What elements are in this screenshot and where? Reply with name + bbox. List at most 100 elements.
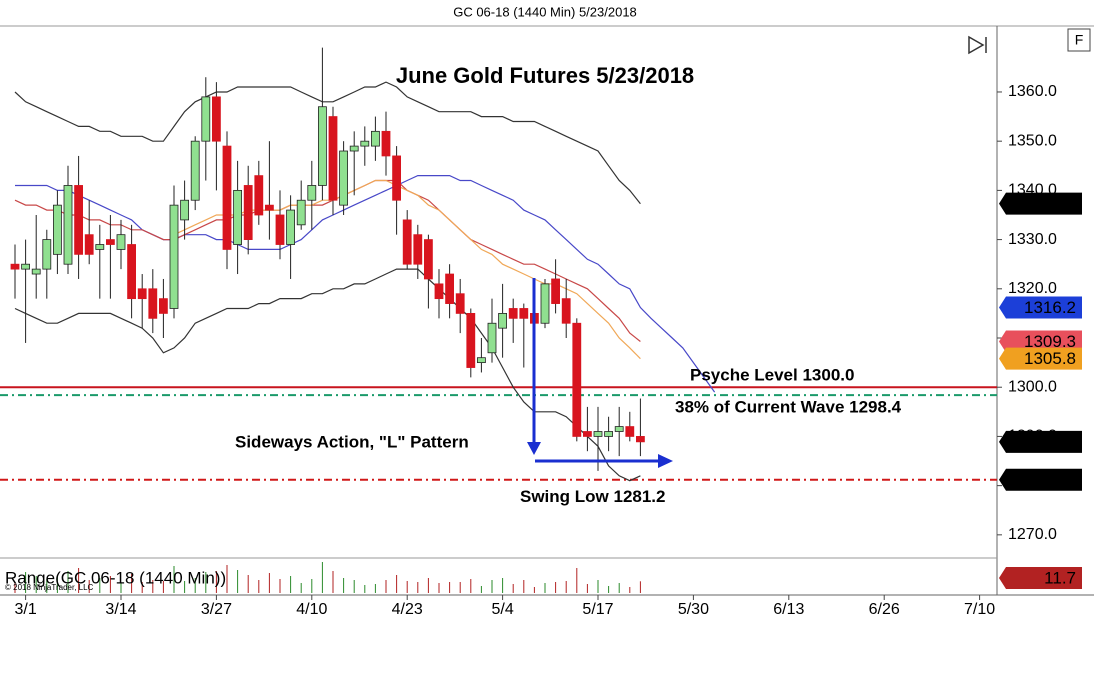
overlay-line <box>15 175 716 393</box>
candle-body <box>593 431 603 437</box>
x-tick-label: 3/14 <box>105 601 136 618</box>
candle-body <box>476 357 486 364</box>
x-tick-label: 6/13 <box>773 601 804 618</box>
overlay-line <box>14 268 641 482</box>
y-tick-label: 1270.0 <box>1008 526 1057 543</box>
candle-body <box>10 263 20 270</box>
price-tag <box>999 468 1082 491</box>
window-title: GC 06-18 (1440 Min) 5/23/2018 <box>453 4 637 19</box>
candle-body <box>84 234 94 255</box>
y-tick-label: 1320.0 <box>1008 280 1057 297</box>
candle-body <box>21 263 31 270</box>
overlay-line <box>14 179 641 342</box>
candle-body <box>551 278 560 304</box>
candle-body <box>222 145 232 250</box>
price-tag <box>999 430 1082 453</box>
x-tick-label: 3/1 <box>14 601 36 618</box>
candle-body <box>317 106 327 186</box>
price-tag <box>999 330 1082 353</box>
arrow-head <box>527 442 541 455</box>
level-label: 38% of Current Wave 1298.4 <box>675 398 902 417</box>
candle-body <box>625 426 635 437</box>
price-tag-label: 1337.3 <box>1024 194 1076 213</box>
x-tick-label: 5/30 <box>678 601 709 618</box>
price-tag <box>999 347 1082 370</box>
candle-body <box>296 199 306 226</box>
candle-body <box>148 288 158 319</box>
candle-body <box>604 431 613 437</box>
range-label: Range(GC 06-18 (1440 Min)) <box>5 568 226 587</box>
candle-body <box>349 145 359 152</box>
arrow-head <box>658 454 673 468</box>
y-tick-label: 1360.0 <box>1008 83 1057 100</box>
level-label: Psyche Level 1300.0 <box>690 366 854 385</box>
candle-body <box>413 234 423 265</box>
x-tick-label: 4/23 <box>392 601 423 618</box>
price-tag-label: 1288.9 <box>1024 432 1076 451</box>
chart-title: June Gold Futures 5/23/2018 <box>396 63 694 88</box>
candle-body <box>201 96 211 142</box>
y-tick-label: 1300.0 <box>1008 378 1057 395</box>
candle-body <box>53 204 62 255</box>
candle-body <box>402 219 412 265</box>
candle-body <box>423 239 433 280</box>
candle-body <box>106 239 115 245</box>
f-button-label[interactable]: F <box>1075 32 1084 48</box>
candle-body <box>583 431 592 437</box>
candle-body <box>63 185 73 265</box>
x-tick-label: 4/10 <box>296 601 327 618</box>
candle-body <box>614 426 624 432</box>
candle-body <box>498 313 508 329</box>
candle-body <box>519 308 529 319</box>
candle-body <box>233 189 243 245</box>
x-tick-label: 7/10 <box>964 601 995 618</box>
candle-body <box>286 209 296 245</box>
level-label: Swing Low 1281.2 <box>520 487 666 506</box>
candle-body <box>636 436 645 443</box>
candle-body <box>434 283 444 300</box>
x-tick-label: 3/27 <box>201 601 232 618</box>
candle-body <box>487 322 497 354</box>
x-tick-label: 5/4 <box>491 601 513 618</box>
candle-body <box>307 185 317 201</box>
candle-body <box>561 298 571 324</box>
candle-body <box>339 150 349 206</box>
candle-body <box>137 288 147 300</box>
candle-body <box>254 175 264 216</box>
y-tick-label: 1350.0 <box>1008 132 1057 149</box>
skip-icon[interactable] <box>968 35 987 55</box>
candle-body <box>445 273 455 304</box>
price-tag <box>999 192 1082 215</box>
candle-body <box>180 199 190 221</box>
price-tag <box>999 567 1082 589</box>
candle-body <box>95 244 105 250</box>
x-tick-label: 5/17 <box>582 601 613 618</box>
overlay-line <box>14 81 641 205</box>
candle-body <box>466 313 476 368</box>
candle-body <box>370 130 380 147</box>
price-tag-label: 1316.2 <box>1024 298 1076 317</box>
candle-body <box>392 155 402 201</box>
y-tick-label: 1330.0 <box>1008 231 1057 248</box>
candle-body <box>275 214 285 245</box>
candle-body <box>190 140 200 201</box>
candle-body <box>116 234 126 250</box>
price-tag-label: 1309.3 <box>1024 332 1076 351</box>
f-button[interactable] <box>1067 28 1091 52</box>
candle-body <box>127 244 136 300</box>
watermark: © 2018 NinjaTrader, LLC <box>5 583 94 592</box>
candle-body <box>169 204 179 309</box>
candle-body <box>42 239 52 270</box>
candle-body <box>243 185 253 240</box>
candle-body <box>74 185 83 255</box>
candle-body <box>328 116 338 201</box>
candle-body <box>381 130 391 157</box>
price-tag <box>999 296 1082 319</box>
candle-body <box>360 140 370 147</box>
arrows <box>527 278 673 468</box>
candle-body <box>508 308 518 319</box>
candle-body <box>540 283 550 324</box>
plot-area <box>0 47 997 593</box>
candle-body <box>455 293 465 314</box>
